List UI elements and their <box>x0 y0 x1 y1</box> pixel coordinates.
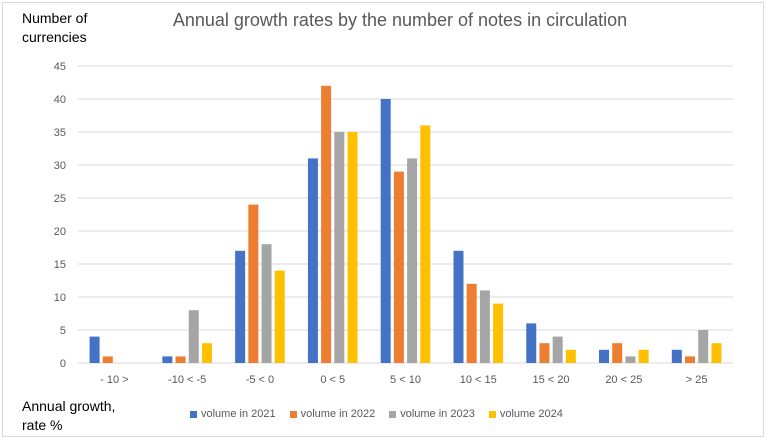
x-tick-label: 10 < 15 <box>460 374 497 386</box>
legend-swatch <box>488 410 496 418</box>
bar <box>175 356 186 363</box>
y-tick-label: 40 <box>54 94 66 106</box>
y-tick-label: 30 <box>54 160 66 172</box>
bar <box>89 336 100 363</box>
legend-label: volume 2024 <box>499 408 563 420</box>
x-tick-label: 0 < 5 <box>320 374 345 386</box>
chart-frame <box>2 2 764 437</box>
x-tick-label: -10 < -5 <box>168 374 206 386</box>
bar <box>539 343 550 363</box>
bar <box>599 349 610 363</box>
legend-swatch <box>190 410 197 418</box>
bar <box>162 356 173 363</box>
bar <box>235 250 246 363</box>
x-tick-label: > 25 <box>686 374 708 386</box>
x-axis-label: Annual growth, rate % <box>22 398 116 433</box>
legend-label: volume in 2021 <box>201 408 276 420</box>
bar <box>493 303 504 363</box>
legend-item: volume 2024 <box>488 408 563 420</box>
y-axis-label: Number of currencies <box>22 10 88 45</box>
chart-title: Annual growth rates by the number of not… <box>172 10 628 30</box>
bar <box>552 336 563 363</box>
legend-swatch <box>389 410 397 418</box>
bar <box>307 158 318 363</box>
bar <box>638 349 649 363</box>
x-tick-label: 5 < 10 <box>390 374 421 386</box>
bar <box>625 356 636 363</box>
legend-label: volume in 2022 <box>300 408 376 420</box>
bar <box>248 204 259 363</box>
bar <box>698 330 709 363</box>
bar <box>526 323 537 363</box>
legend-item: volume in 2021 <box>190 408 276 420</box>
y-tick-label: 20 <box>54 226 66 238</box>
bar <box>565 349 576 363</box>
bar <box>711 343 722 363</box>
bar <box>201 343 212 363</box>
x-tick-label: - 10 > <box>100 374 128 386</box>
legend: volume in 2021 volume in 2022 volume in 20… <box>190 408 563 420</box>
bar <box>685 356 696 363</box>
bar <box>393 171 404 363</box>
bar <box>466 283 477 363</box>
bar <box>453 250 464 363</box>
x-tick-label: -5 < 0 <box>246 374 274 386</box>
legend-item: volume in 2022 <box>289 408 376 420</box>
bar <box>274 270 285 363</box>
bar <box>407 158 418 363</box>
bar <box>612 343 623 363</box>
bar <box>479 290 490 363</box>
y-tick-label: 25 <box>54 193 66 205</box>
y-tick-label: 45 <box>54 61 66 73</box>
x-tick-label: 15 < 20 <box>533 374 570 386</box>
bar <box>321 85 332 364</box>
bar <box>671 349 682 363</box>
y-tick-label: 0 <box>60 358 66 370</box>
bar <box>188 310 199 363</box>
legend-label: volume in 2023 <box>400 408 475 420</box>
bar <box>347 132 358 363</box>
legend-item: volume in 2023 <box>389 408 475 420</box>
x-tick-label: 20 < 25 <box>605 374 642 386</box>
bar <box>102 356 113 363</box>
bar <box>334 132 345 363</box>
bar <box>261 244 272 363</box>
y-tick-label: 15 <box>54 259 66 271</box>
bar <box>380 99 391 363</box>
y-tick-label: 10 <box>54 292 66 304</box>
y-tick-label: 35 <box>54 127 66 139</box>
bar <box>420 125 431 364</box>
legend-swatch <box>289 410 297 418</box>
y-tick-label: 5 <box>60 325 66 337</box>
